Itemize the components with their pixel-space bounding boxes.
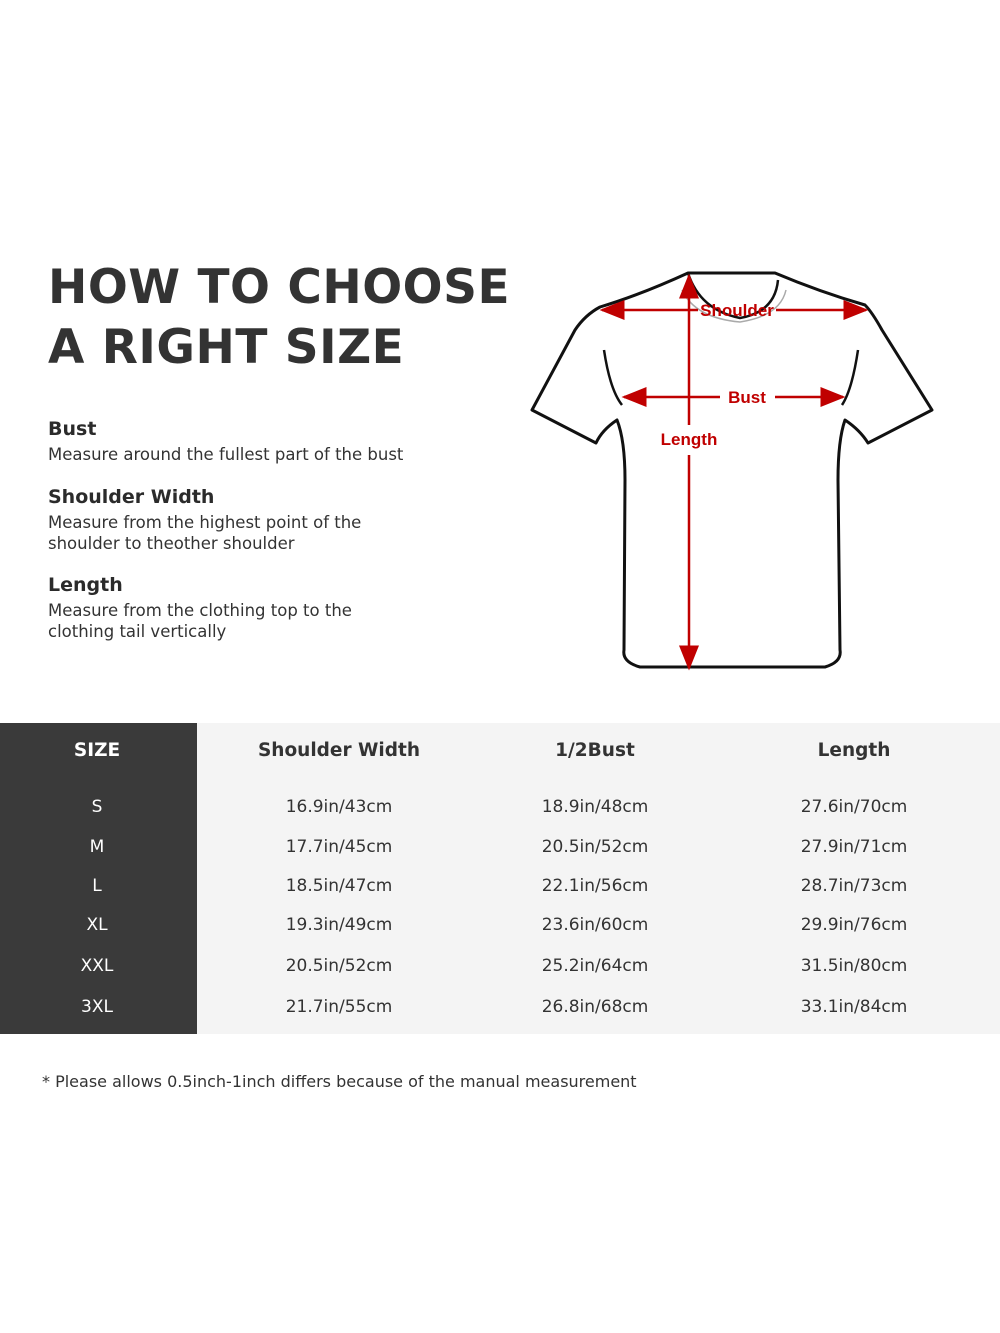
bust-label: Bust bbox=[728, 388, 766, 407]
table-cell: 22.1in/56cm bbox=[541, 876, 649, 896]
tshirt-outline bbox=[530, 271, 934, 669]
table-cell: 29.9in/76cm bbox=[800, 915, 908, 935]
table-cell: 19.3in/49cm bbox=[285, 915, 393, 935]
table-cell: 33.1in/84cm bbox=[800, 997, 908, 1017]
table-cell: 25.2in/64cm bbox=[541, 956, 649, 976]
size-label: XL bbox=[86, 915, 108, 935]
column-header: 1/2Bust bbox=[555, 740, 635, 761]
measurement-note: * Please allows 0.5inch-1inch differs be… bbox=[42, 1072, 637, 1091]
length-label: Length bbox=[661, 430, 718, 449]
table-cell: 20.5in/52cm bbox=[285, 956, 393, 976]
shoulder-description: Measure from the highest point of the sh… bbox=[48, 513, 362, 553]
table-cell: 27.6in/70cm bbox=[800, 797, 908, 817]
length-heading: Length bbox=[48, 574, 123, 596]
table-cell: 23.6in/60cm bbox=[541, 915, 649, 935]
table-cell: 31.5in/80cm bbox=[800, 956, 908, 976]
table-cell: 28.7in/73cm bbox=[800, 876, 908, 896]
size-label: 3XL bbox=[81, 997, 113, 1017]
table-cell: 26.8in/68cm bbox=[541, 997, 649, 1017]
column-header: Shoulder Width bbox=[257, 740, 421, 761]
bust-section: Bust Measure around the fullest part of … bbox=[48, 418, 428, 465]
column-header: Length bbox=[817, 740, 891, 761]
shoulder-label: Shoulder bbox=[700, 301, 774, 320]
title-line-1: HOW TO CHOOSE bbox=[48, 260, 511, 315]
column-header: SIZE bbox=[73, 740, 121, 761]
table-cell: 18.9in/48cm bbox=[541, 797, 649, 817]
page-title: HOW TO CHOOSE A RIGHT SIZE bbox=[48, 258, 510, 378]
size-column: SIZE S M L XL XXL 3XL bbox=[0, 723, 197, 1034]
size-label: S bbox=[91, 797, 103, 817]
table-cell: 21.7in/55cm bbox=[285, 997, 393, 1017]
size-label: M bbox=[89, 837, 105, 857]
shoulder-heading: Shoulder Width bbox=[48, 486, 215, 508]
table-cell: 18.5in/47cm bbox=[285, 876, 393, 896]
length-section: Length Measure from the clothing top to … bbox=[48, 574, 388, 642]
table-cell: 20.5in/52cm bbox=[541, 837, 649, 857]
table-cell: 27.9in/71cm bbox=[800, 837, 908, 857]
size-label: XXL bbox=[80, 956, 114, 976]
length-description: Measure from the clothing top to the clo… bbox=[48, 601, 352, 641]
table-cell: 16.9in/43cm bbox=[285, 797, 393, 817]
size-table: SIZE S M L XL XXL 3XL Shoulder Width 1/2Bust Len… bbox=[0, 723, 1000, 1034]
bust-description: Measure around the fullest part of the b… bbox=[48, 445, 404, 464]
shoulder-section: Shoulder Width Measure from the highest … bbox=[48, 486, 388, 554]
bust-heading: Bust bbox=[48, 418, 97, 440]
title-line-2: A RIGHT SIZE bbox=[48, 320, 405, 375]
table-cell: 17.7in/45cm bbox=[285, 837, 393, 857]
tshirt-diagram: Shoulder Bust Length bbox=[530, 271, 934, 671]
size-label: L bbox=[92, 876, 102, 896]
